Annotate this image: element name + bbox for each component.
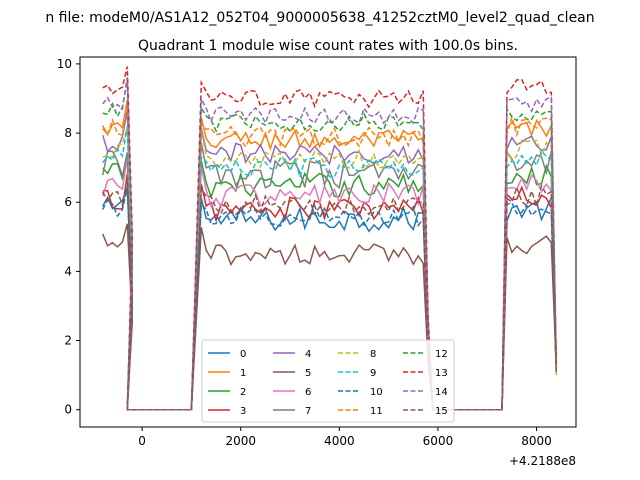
legend-label: 12 — [435, 349, 448, 360]
x-tick-label: 6000 — [423, 434, 454, 448]
legend-box — [201, 339, 455, 423]
x-offset-label: +4.2188e8 — [509, 454, 576, 468]
y-tick-label: 4 — [64, 264, 72, 278]
y-tick-label: 10 — [57, 57, 72, 71]
legend-label: 1 — [240, 368, 246, 379]
series-line-14 — [102, 77, 558, 411]
legend-label: 2 — [240, 387, 246, 398]
x-tick-label: 4000 — [324, 434, 355, 448]
legend-label: 11 — [370, 406, 383, 417]
series-line-9 — [102, 126, 558, 411]
plot-frame — [79, 56, 577, 428]
legend-label: 14 — [435, 387, 448, 398]
y-tick-label: 6 — [64, 195, 72, 209]
y-tick-label: 2 — [64, 334, 72, 348]
chart-suptitle: n file: modeM0/AS1A12_052T04_9000005638_… — [45, 10, 594, 26]
legend-label: 10 — [370, 387, 383, 398]
y-tick-label: 0 — [64, 403, 72, 417]
x-tick-label: 0 — [138, 434, 146, 448]
legend-label: 6 — [305, 387, 311, 398]
series-layer — [101, 66, 558, 411]
legend-label: 3 — [240, 406, 246, 417]
series-line-15 — [102, 178, 558, 411]
legend-label: 9 — [370, 368, 376, 379]
x-tick-label: 2000 — [225, 434, 256, 448]
legend-label: 7 — [305, 406, 311, 417]
chart-title: Quadrant 1 module wise count rates with … — [138, 38, 518, 54]
legend-label: 15 — [435, 406, 448, 417]
legend-label: 8 — [370, 349, 376, 360]
y-tick-label: 8 — [64, 126, 72, 140]
legend-label: 4 — [305, 349, 311, 360]
legend-label: 5 — [305, 368, 311, 379]
legend-label: 13 — [435, 368, 448, 379]
x-tick-label: 8000 — [521, 434, 552, 448]
legend-label: 0 — [240, 349, 246, 360]
